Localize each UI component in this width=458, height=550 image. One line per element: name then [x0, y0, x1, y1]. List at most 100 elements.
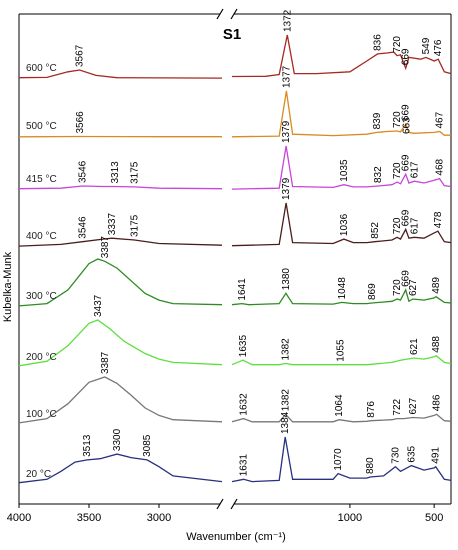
peak-label: 1377 — [281, 65, 292, 88]
x-tick-label: 3000 — [147, 512, 171, 524]
peak-label: 3387 — [100, 236, 111, 259]
series-name-label: 500 °C — [26, 121, 57, 132]
series-6: 200 °C 3437 1635 1382 1055 621 488 — [18, 294, 452, 367]
series-line-right — [231, 413, 452, 423]
peak-label: 3546 — [78, 160, 89, 183]
peak-label: 617 — [409, 161, 420, 178]
peak-label: 869 — [367, 283, 378, 300]
series-line-left — [18, 258, 223, 307]
peak-label: 1382 — [281, 389, 292, 412]
peak-label: 3175 — [130, 214, 141, 237]
peak-label: 635 — [406, 445, 417, 462]
series-name-label: 600 °C — [26, 63, 57, 74]
peak-label: 3567 — [75, 44, 86, 67]
series-name-label: 20 °C — [26, 469, 51, 480]
series-name-label: 200 °C — [26, 352, 57, 363]
series-line-left — [18, 69, 223, 79]
peak-label: 1379 — [281, 177, 292, 200]
series-name-label: 400 °C — [26, 231, 57, 242]
peak-label: 3085 — [142, 434, 153, 457]
x-tick-label: 1000 — [338, 512, 362, 524]
peak-label: 468 — [435, 158, 446, 175]
peak-label: 839 — [372, 112, 383, 129]
peak-label: 1064 — [334, 394, 345, 417]
peak-label: 1380 — [281, 268, 292, 291]
series-line-right — [231, 90, 451, 138]
axis-layer: 4000 3500 3000 1000 500 — [7, 504, 443, 524]
peak-label: 3546 — [78, 216, 89, 239]
series-name-label: 300 °C — [26, 291, 57, 302]
axis-break-mark — [230, 498, 238, 510]
peak-label: 1035 — [339, 159, 350, 182]
peak-label: 3437 — [93, 294, 104, 317]
series-line-right — [231, 34, 452, 78]
series-line-left — [18, 319, 223, 367]
peak-label: 1055 — [336, 339, 347, 362]
y-axis-label: Kubelka-Munk — [2, 251, 14, 322]
peak-label: 627 — [408, 279, 419, 296]
series-line-right — [231, 288, 452, 306]
peak-label: 1048 — [337, 277, 348, 300]
peak-label: 3313 — [110, 161, 121, 184]
peak-label: 1384 — [280, 411, 291, 434]
series-line-right — [231, 202, 452, 247]
plot-frame — [18, 8, 452, 510]
peak-label: 663 — [402, 117, 413, 134]
series-name-label: 415 °C — [26, 174, 57, 185]
peak-label: 1070 — [333, 448, 344, 471]
x-tick-label: 3500 — [77, 512, 101, 524]
peak-label: 836 — [373, 34, 384, 51]
series-line-right — [231, 145, 452, 190]
series-line-right — [231, 354, 452, 366]
peak-label: 669 — [401, 270, 412, 287]
peak-label: 617 — [409, 217, 420, 234]
series-name-label: 100 °C — [26, 409, 57, 420]
series-line-right — [231, 436, 452, 483]
peak-label: 832 — [373, 166, 384, 183]
peak-label: 1382 — [281, 338, 292, 361]
axis-break-mark — [230, 8, 238, 20]
peak-label: 669 — [401, 104, 412, 121]
peak-label: 3175 — [130, 161, 141, 184]
peak-label: 1379 — [281, 120, 292, 143]
peak-label: 720 — [392, 162, 403, 179]
peak-label: 1641 — [237, 278, 248, 301]
peak-label: 1631 — [239, 454, 250, 477]
peak-label: 486 — [432, 394, 443, 411]
peak-label: 730 — [390, 447, 401, 464]
peak-label: 489 — [431, 277, 442, 294]
x-tick-label: 4000 — [7, 512, 31, 524]
peak-label: 722 — [392, 398, 403, 415]
peak-label: 880 — [365, 457, 376, 474]
peak-label: 467 — [435, 111, 446, 128]
peak-label: 3300 — [112, 428, 123, 451]
peak-label: 476 — [433, 39, 444, 56]
peak-label: 3387 — [100, 351, 111, 374]
axis-break-mark — [216, 8, 224, 20]
peak-label: 3566 — [75, 111, 86, 134]
peak-label: 669 — [401, 209, 412, 226]
peak-label: 1635 — [238, 335, 249, 358]
peak-label: 720 — [392, 111, 403, 128]
peak-label: 549 — [421, 37, 432, 54]
peak-label: 627 — [408, 397, 419, 414]
series-7: 100 °C 3387 1632 1382 1064 876 722 627 486 — [18, 351, 452, 424]
peak-label: 720 — [392, 36, 403, 53]
peak-label: 478 — [433, 211, 444, 228]
peak-label: 621 — [409, 338, 420, 355]
x-tick-label: 500 — [425, 512, 443, 524]
series-line-left — [18, 453, 223, 484]
peak-label: 669 — [401, 154, 412, 171]
peak-label: 1632 — [239, 393, 250, 416]
peak-label: 852 — [370, 222, 381, 239]
peak-label: 720 — [392, 217, 403, 234]
peak-label: 3337 — [107, 213, 118, 236]
peak-label: 720 — [392, 279, 403, 296]
